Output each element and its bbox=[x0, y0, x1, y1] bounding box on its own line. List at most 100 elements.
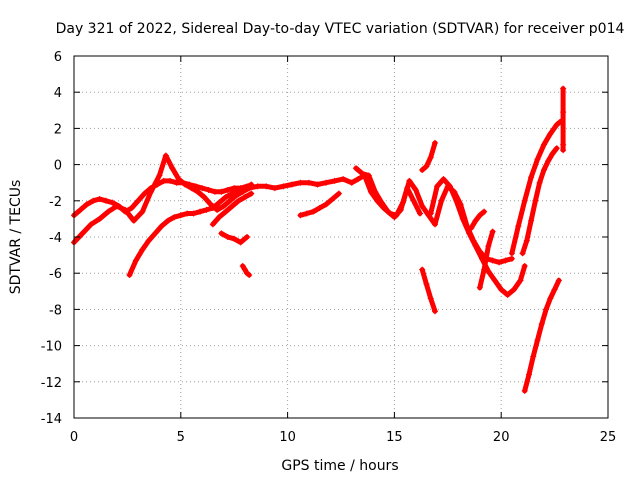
data-point bbox=[481, 266, 488, 273]
data-point bbox=[209, 205, 216, 212]
data-point bbox=[280, 183, 287, 190]
data-point bbox=[508, 255, 515, 262]
data-point bbox=[547, 130, 554, 137]
data-point bbox=[348, 179, 355, 186]
series-band bbox=[428, 176, 528, 298]
data-point bbox=[352, 165, 359, 172]
data-point bbox=[96, 215, 103, 222]
series-arc-11 bbox=[419, 266, 438, 315]
data-point bbox=[130, 217, 137, 224]
data-point bbox=[288, 181, 295, 188]
data-point bbox=[246, 185, 253, 192]
data-point bbox=[359, 170, 366, 177]
data-point bbox=[205, 186, 212, 193]
series-band bbox=[240, 263, 252, 278]
data-point bbox=[378, 199, 385, 206]
y-tick-label: -8 bbox=[49, 303, 62, 318]
data-point bbox=[355, 176, 362, 183]
series-arc-10 bbox=[419, 139, 438, 174]
data-point bbox=[122, 206, 129, 213]
data-point bbox=[485, 268, 492, 275]
data-point bbox=[427, 295, 434, 302]
data-point bbox=[214, 206, 221, 213]
data-point bbox=[543, 306, 550, 313]
data-point bbox=[105, 208, 112, 215]
data-point bbox=[489, 228, 496, 235]
data-point bbox=[158, 223, 165, 230]
data-point bbox=[412, 186, 419, 193]
series-arc-12 bbox=[427, 176, 528, 298]
data-point bbox=[167, 177, 174, 184]
x-tick-label: 20 bbox=[493, 430, 510, 445]
data-point bbox=[162, 152, 169, 159]
data-point bbox=[305, 179, 312, 186]
data-point bbox=[335, 190, 342, 197]
data-point bbox=[231, 235, 238, 242]
data-point bbox=[173, 179, 180, 186]
data-point bbox=[314, 181, 321, 188]
data-point bbox=[263, 183, 270, 190]
data-point bbox=[203, 206, 210, 213]
data-point bbox=[468, 224, 475, 231]
series-band bbox=[246, 173, 515, 265]
series-band bbox=[419, 140, 438, 173]
data-point bbox=[197, 208, 204, 215]
data-point bbox=[528, 217, 535, 224]
chart-title: Day 321 of 2022, Sidereal Day-to-day VTE… bbox=[56, 21, 625, 37]
data-point bbox=[423, 163, 430, 170]
data-point bbox=[419, 266, 426, 273]
series-arc-13 bbox=[468, 208, 488, 231]
series-arc-6 bbox=[239, 262, 253, 279]
y-tick-label: -2 bbox=[49, 195, 62, 210]
data-point bbox=[237, 239, 244, 246]
data-point bbox=[126, 272, 133, 279]
data-point bbox=[517, 277, 524, 284]
data-point bbox=[459, 215, 466, 222]
y-tick-label: -12 bbox=[41, 376, 62, 391]
data-point bbox=[182, 181, 189, 188]
data-point bbox=[419, 203, 426, 210]
plot-marks bbox=[71, 85, 567, 394]
data-point bbox=[139, 246, 146, 253]
y-tick-label: -14 bbox=[41, 412, 62, 427]
data-point bbox=[560, 109, 567, 116]
data-point bbox=[476, 212, 483, 219]
data-point bbox=[519, 250, 526, 257]
y-tick-label: 4 bbox=[54, 86, 62, 101]
data-point bbox=[431, 139, 438, 146]
data-point bbox=[372, 188, 379, 195]
data-point bbox=[523, 237, 530, 244]
data-point bbox=[553, 121, 560, 128]
data-point bbox=[147, 188, 154, 195]
series-arc-9 bbox=[352, 165, 424, 221]
series-arc-3 bbox=[126, 181, 255, 279]
data-point bbox=[224, 186, 231, 193]
data-point bbox=[248, 190, 255, 197]
data-point bbox=[485, 243, 492, 250]
data-point bbox=[331, 177, 338, 184]
data-point bbox=[216, 199, 223, 206]
data-point bbox=[310, 208, 317, 215]
data-point bbox=[504, 291, 511, 298]
data-point bbox=[549, 150, 556, 157]
series-band bbox=[127, 182, 254, 278]
data-point bbox=[534, 337, 541, 344]
data-point bbox=[329, 195, 336, 202]
data-point bbox=[303, 210, 310, 217]
data-point bbox=[156, 172, 163, 179]
series-arc-18 bbox=[560, 85, 567, 154]
series-band bbox=[520, 145, 560, 256]
data-point bbox=[229, 203, 236, 210]
series-arc-4 bbox=[209, 190, 255, 228]
data-point bbox=[297, 179, 304, 186]
series-arc-14 bbox=[476, 228, 496, 291]
data-point bbox=[489, 257, 496, 264]
data-point bbox=[508, 250, 515, 257]
data-point bbox=[132, 257, 139, 264]
data-point bbox=[530, 353, 537, 360]
series-arc-2 bbox=[71, 152, 253, 246]
data-point bbox=[553, 145, 560, 152]
data-point bbox=[431, 308, 438, 315]
data-point bbox=[397, 206, 404, 213]
data-point bbox=[472, 217, 479, 224]
